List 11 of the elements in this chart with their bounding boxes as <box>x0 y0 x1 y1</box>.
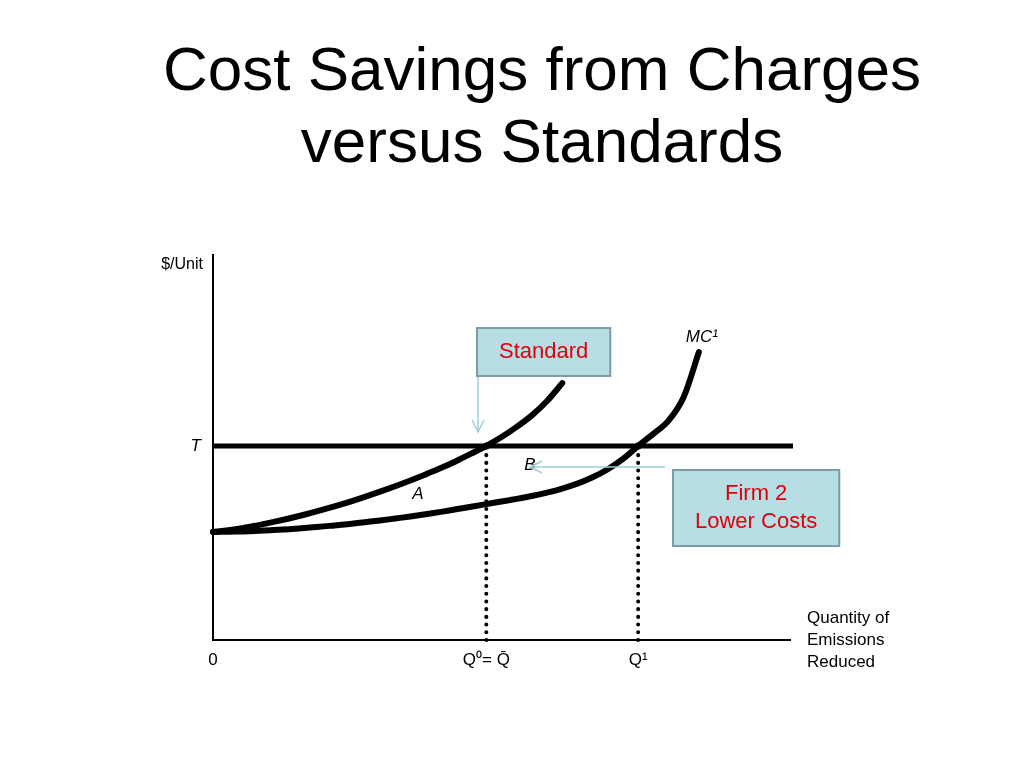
x-tick-label: Q¹ <box>628 649 648 669</box>
ref-line-label: T <box>190 435 203 455</box>
series-label: MC¹ <box>685 326 719 346</box>
x-tick-label: Q⁰= Q̄ <box>462 649 510 669</box>
annotation: Standard <box>499 338 589 364</box>
annotation: A <box>411 483 424 503</box>
y-axis-title: $/Unit <box>161 255 204 273</box>
chart-title: Cost Savings from Charges versus Standards <box>161 33 923 177</box>
annotation: Firm 2 Lower Costs <box>694 480 818 534</box>
x-axis-title: Quantity of Emissions Reduced <box>807 607 890 671</box>
x-tick-label: 0 <box>208 649 218 669</box>
